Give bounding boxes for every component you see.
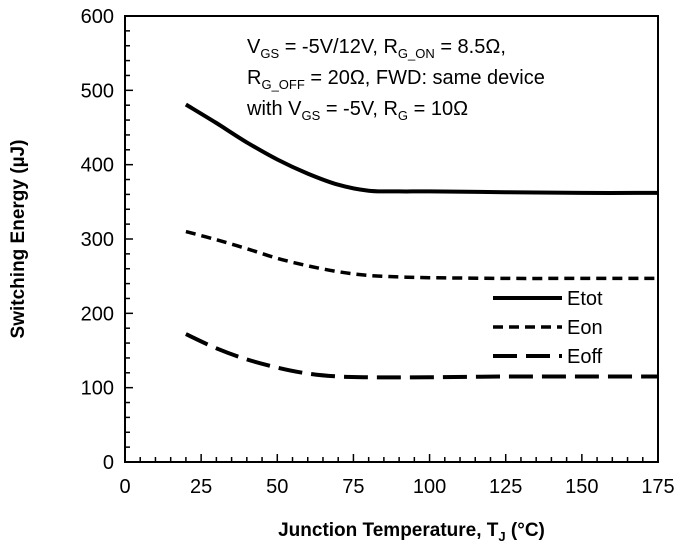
series-line-etot xyxy=(184,102,659,195)
series-layer xyxy=(184,102,659,380)
x-tick-label: 50 xyxy=(266,476,288,498)
x-tick-label: 25 xyxy=(190,476,212,498)
y-tick-label: 0 xyxy=(103,452,114,474)
x-tick-label: 100 xyxy=(413,476,446,498)
axes: 0 100 200 300 400 500 600 0 25 50 75 100 125 150 175 xyxy=(81,6,675,498)
x-tick-label: 125 xyxy=(489,476,522,498)
x-tick-label: 150 xyxy=(565,476,598,498)
series-line-eon xyxy=(185,229,658,281)
y-tick-label: 400 xyxy=(81,155,114,177)
x-tick-label: 175 xyxy=(641,476,674,498)
y-tick-label: 600 xyxy=(81,6,114,28)
legend-label-eon: Eon xyxy=(567,317,603,339)
x-tick-label: 0 xyxy=(119,476,130,498)
y-tick-label: 200 xyxy=(81,303,114,325)
y-tick-label: 500 xyxy=(81,80,114,102)
axis-titles: Junction Temperature, TJ (°C) Switching E… xyxy=(8,140,545,544)
y-tick-label: 300 xyxy=(81,229,114,251)
x-axis-title: Junction Temperature, TJ (°C) xyxy=(278,520,545,544)
legend-label-eoff: Eoff xyxy=(567,346,603,368)
legend: Etot Eon Eoff xyxy=(493,288,603,368)
x-tick-label: 75 xyxy=(342,476,364,498)
annotation-line-2: RG_OFF = 20Ω, FWD: same device xyxy=(247,67,545,92)
legend-label-etot: Etot xyxy=(567,288,603,310)
y-tick-label: 100 xyxy=(81,378,114,400)
annotation-line-1: VGS = -5V/12V, RG_ON = 8.5Ω, xyxy=(247,36,506,61)
y-axis-title: Switching Energy (µJ) xyxy=(8,140,29,339)
annotation-box: VGS = -5V/12V, RG_ON = 8.5Ω, RG_OFF = 20Ω… xyxy=(246,36,545,123)
annotation-line-3: with VGS = -5V, RG = 10Ω xyxy=(246,98,468,123)
